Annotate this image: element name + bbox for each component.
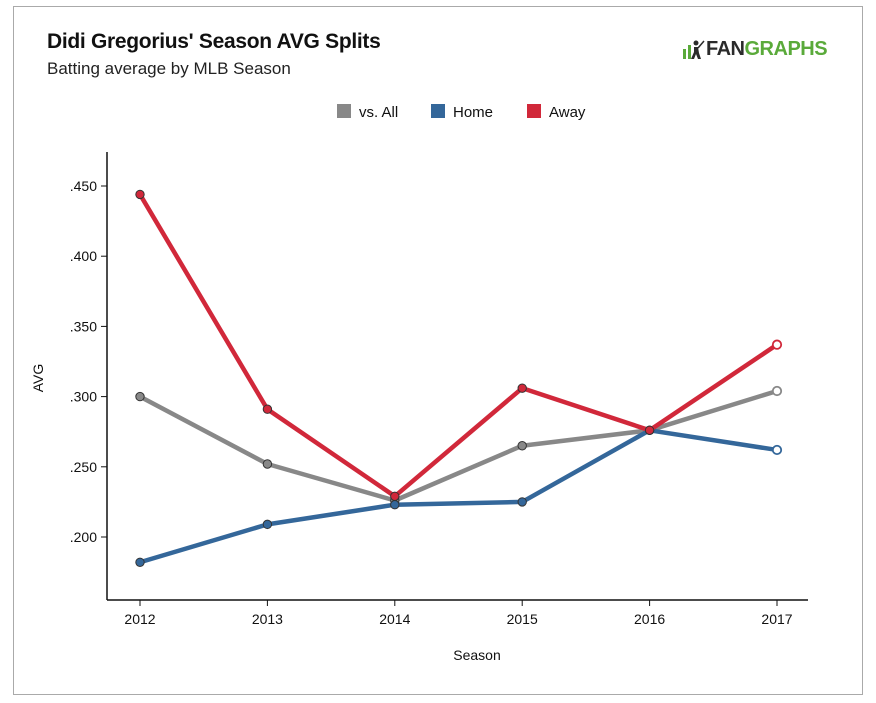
series-line-away [137, 192, 780, 499]
y-tick-label: .300 [70, 389, 97, 405]
data-point-vs-all[interactable] [771, 385, 783, 397]
chart-subtitle: Batting average by MLB Season [47, 59, 291, 78]
data-point-vs-all[interactable] [517, 441, 527, 451]
data-point-home[interactable] [135, 557, 145, 567]
data-point-home[interactable] [262, 519, 273, 530]
series-line-vs-all [137, 388, 780, 503]
series-away [135, 189, 783, 501]
data-point-home[interactable] [390, 500, 400, 510]
legend-swatch-vs-all [337, 104, 351, 118]
data-point-home[interactable] [771, 444, 783, 456]
data-point-away[interactable] [771, 339, 783, 350]
y-tick-label: .450 [70, 178, 97, 194]
legend-item-home[interactable]: Home [431, 104, 493, 121]
chart-title: Didi Gregorius' Season AVG Splits [47, 30, 381, 53]
batter-icon [683, 40, 705, 59]
data-point-away[interactable] [644, 425, 655, 435]
series-line-home [137, 428, 780, 565]
legend-item-away[interactable]: Away [527, 104, 586, 121]
x-tick-label: 2017 [761, 611, 792, 627]
legend-swatch-away [527, 104, 541, 118]
legend-swatch-home [431, 104, 445, 118]
chart-frame [13, 6, 863, 695]
data-point-away[interactable] [135, 189, 145, 200]
legend-label-home: Home [453, 104, 493, 121]
legend-label-vs-all: vs. All [359, 104, 398, 121]
x-axis-label: Season [453, 647, 500, 663]
x-tick-label: 2016 [634, 611, 665, 627]
x-ticks: 2012 2013 2014 2015 2016 2017 [124, 600, 793, 627]
x-tick-label: 2013 [252, 611, 283, 627]
y-tick-label: .250 [70, 459, 97, 475]
data-point-vs-all[interactable] [135, 391, 145, 402]
axes [106, 152, 808, 601]
y-ticks: .200 .250 .300 .350 .400 .450 [70, 178, 107, 545]
legend: vs. All Home Away [337, 104, 586, 121]
x-tick-label: 2015 [507, 611, 538, 627]
fangraphs-logo: FAN GRAPHS [681, 38, 828, 61]
data-point-away[interactable] [262, 404, 273, 414]
series-group [135, 189, 783, 567]
x-tick-label: 2012 [124, 611, 155, 627]
logo-text-graphs: GRAPHS [744, 38, 828, 60]
legend-item-vs-all[interactable]: vs. All [337, 104, 398, 121]
x-tick-label: 2014 [379, 611, 410, 627]
data-point-home[interactable] [517, 497, 527, 507]
series-home [135, 425, 783, 567]
y-tick-label: .200 [70, 529, 97, 545]
data-point-away[interactable] [517, 383, 527, 393]
logo-text-fan: FAN [706, 38, 745, 60]
data-point-away[interactable] [390, 491, 400, 501]
data-point-vs-all[interactable] [262, 459, 273, 469]
legend-label-away: Away [549, 104, 586, 121]
y-tick-label: .400 [70, 248, 97, 264]
y-tick-label: .350 [70, 318, 97, 334]
y-axis-label: AVG [30, 364, 46, 393]
